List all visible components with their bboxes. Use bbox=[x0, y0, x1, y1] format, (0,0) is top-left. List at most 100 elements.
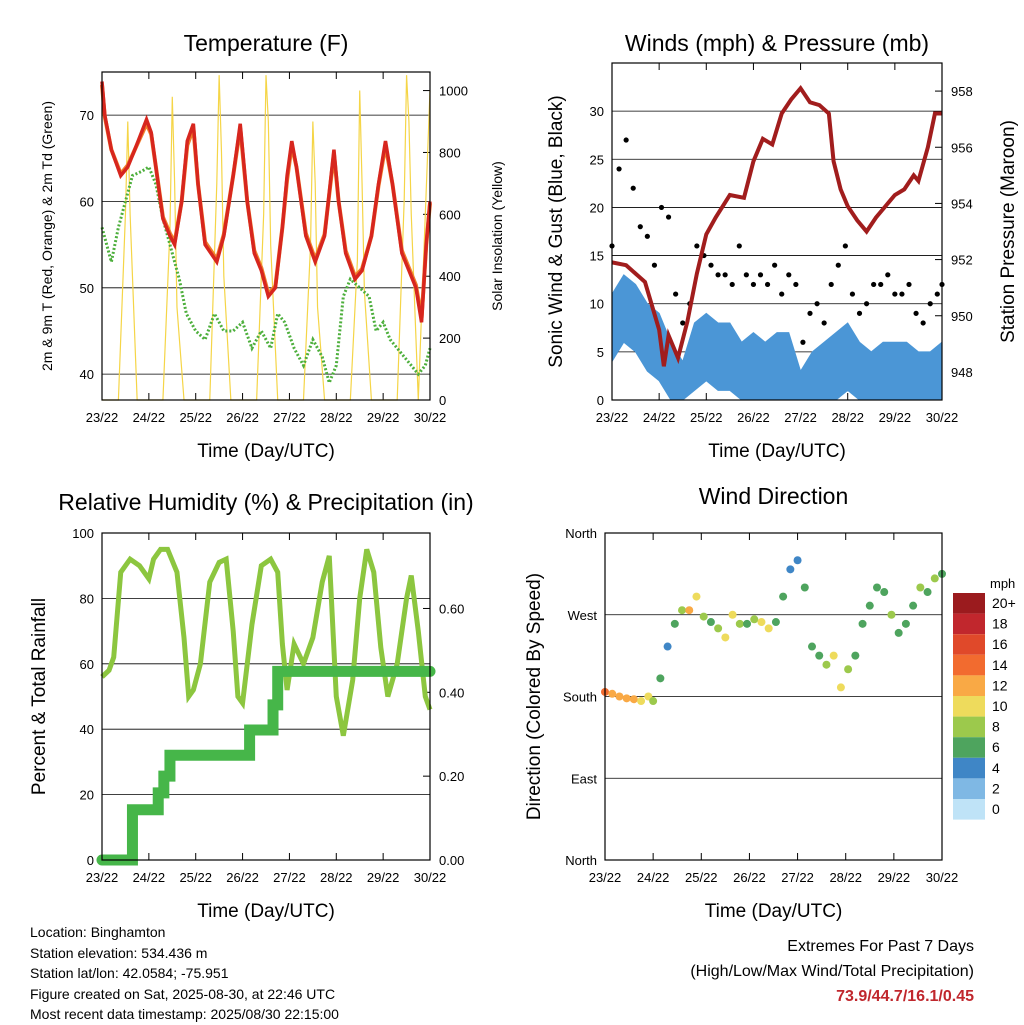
direction-point bbox=[793, 556, 802, 565]
y-tick-label: 100 bbox=[72, 526, 94, 541]
y-tick-label: 0 bbox=[87, 853, 94, 868]
panel-4: Wind Direction Time (Day/UTC) Direction (C… bbox=[524, 483, 958, 922]
direction-point bbox=[779, 592, 788, 601]
legend-label: 10 bbox=[992, 698, 1008, 714]
legend-label: 0 bbox=[992, 801, 1000, 817]
legend-swatch bbox=[953, 613, 985, 635]
direction-point bbox=[608, 689, 617, 698]
legend-swatch bbox=[953, 675, 985, 696]
x-tick-label: 25/22 bbox=[685, 870, 718, 885]
x-tick-label: 27/22 bbox=[273, 870, 306, 885]
direction-point bbox=[858, 619, 867, 628]
x-tick-label: 23/22 bbox=[86, 410, 119, 425]
direction-point bbox=[923, 588, 932, 597]
extremes-values: 73.9/44.7/16.1/0.45 bbox=[836, 988, 974, 1005]
x-tick-label: 28/22 bbox=[320, 870, 353, 885]
y-tick-label: 15 bbox=[590, 249, 604, 264]
x-tick-label: 30/22 bbox=[414, 410, 447, 425]
direction-point bbox=[714, 624, 723, 633]
y-tick-label: 0 bbox=[597, 393, 604, 408]
y-tick-label: West bbox=[568, 608, 598, 623]
gust-point bbox=[651, 262, 658, 268]
gust-point bbox=[906, 281, 912, 288]
panel-1-ylabel: 2m & 9m T (Red, Orange) & 2m Td (Green) bbox=[39, 101, 55, 371]
legend-swatch bbox=[953, 778, 985, 799]
y-tick-label: 20 bbox=[80, 788, 94, 803]
panel-1-ylabel-right: Solar Insolation (Yellow) bbox=[489, 161, 505, 311]
direction-point bbox=[808, 642, 817, 651]
direction-point bbox=[757, 618, 766, 627]
x-tick-label: 26/22 bbox=[226, 870, 259, 885]
temp-2m-series bbox=[100, 81, 432, 323]
legend-swatch bbox=[953, 737, 985, 758]
direction-point bbox=[728, 610, 737, 619]
direction-point bbox=[622, 694, 631, 703]
direction-point bbox=[909, 601, 918, 610]
panel-2-ylabel: Sonic Wind & Gust (Blue, Black) bbox=[546, 95, 567, 367]
gust-point bbox=[786, 272, 792, 278]
y-right-tick-label: 952 bbox=[951, 253, 973, 268]
latest-text: Most recent data timestamp: 2025/08/30 2… bbox=[30, 1006, 339, 1022]
y-right-tick-label: 0.00 bbox=[439, 853, 464, 868]
y-right-tick-label: 0 bbox=[439, 393, 446, 408]
direction-point bbox=[771, 618, 780, 627]
legend-label: 18 bbox=[992, 616, 1008, 632]
direction-point bbox=[894, 628, 903, 637]
latlon-text: Station lat/lon: 42.0584; -75.951 bbox=[30, 965, 229, 981]
y-tick-label: North bbox=[565, 853, 597, 868]
direction-point bbox=[764, 624, 773, 633]
direction-point bbox=[865, 601, 874, 610]
direction-point bbox=[743, 619, 752, 628]
y-right-tick-label: 956 bbox=[951, 140, 973, 155]
direction-point bbox=[670, 619, 679, 628]
legend-label: 2 bbox=[992, 780, 1000, 796]
x-tick-label: 23/22 bbox=[86, 870, 119, 885]
x-tick-label: 29/22 bbox=[878, 870, 911, 885]
gust-point bbox=[750, 281, 757, 288]
direction-point bbox=[629, 695, 638, 704]
extremes-box: Extremes For Past 7 Days (High/Low/Max W… bbox=[690, 934, 974, 1009]
y-tick-label: 10 bbox=[590, 297, 604, 312]
gust-point bbox=[927, 301, 933, 307]
y-right-tick-label: 200 bbox=[439, 331, 461, 346]
direction-point bbox=[706, 618, 715, 627]
direction-point bbox=[735, 619, 744, 628]
x-tick-label: 24/22 bbox=[637, 870, 670, 885]
gust-point bbox=[757, 272, 764, 278]
direction-point bbox=[663, 642, 672, 651]
legend-label: 14 bbox=[992, 657, 1008, 673]
x-tick-label: 28/22 bbox=[829, 870, 862, 885]
y-right-tick-label: 958 bbox=[951, 84, 973, 99]
y-right-tick-label: 954 bbox=[951, 196, 973, 211]
y-tick-label: 60 bbox=[80, 657, 94, 672]
x-tick-label: 26/22 bbox=[733, 870, 766, 885]
y-tick-label: 60 bbox=[80, 194, 94, 209]
extremes-title: Extremes For Past 7 Days bbox=[787, 938, 974, 955]
gust-point bbox=[871, 281, 877, 288]
gust-point bbox=[772, 262, 778, 268]
gust-point bbox=[899, 291, 905, 297]
gust-point bbox=[849, 291, 856, 297]
legend-swatch bbox=[953, 593, 985, 614]
x-tick-label: 30/22 bbox=[926, 410, 959, 425]
panel-1-xlabel: Time (Day/UTC) bbox=[197, 441, 335, 462]
gust-point bbox=[814, 301, 820, 307]
gust-point bbox=[729, 281, 735, 288]
gust-point bbox=[863, 301, 870, 307]
dewpoint-series bbox=[100, 164, 432, 388]
legend-label: 12 bbox=[992, 677, 1008, 693]
direction-point bbox=[649, 697, 658, 706]
x-tick-label: 28/22 bbox=[831, 410, 864, 425]
x-tick-label: 29/22 bbox=[879, 410, 912, 425]
direction-point bbox=[656, 674, 665, 683]
gust-point bbox=[665, 214, 672, 220]
panel-2-ylabel-right: Station Pressure (Maroon) bbox=[998, 120, 1019, 343]
panel-3: Relative Humidity (%) & Precipitation (i… bbox=[29, 489, 474, 922]
y-right-tick-label: 950 bbox=[951, 309, 973, 324]
gust-point bbox=[856, 310, 863, 316]
gust-point bbox=[779, 291, 785, 297]
legend-swatch bbox=[953, 654, 985, 676]
legend-label: 20+ bbox=[992, 595, 1016, 611]
x-tick-label: 28/22 bbox=[320, 410, 353, 425]
plot-frame bbox=[101, 532, 431, 861]
